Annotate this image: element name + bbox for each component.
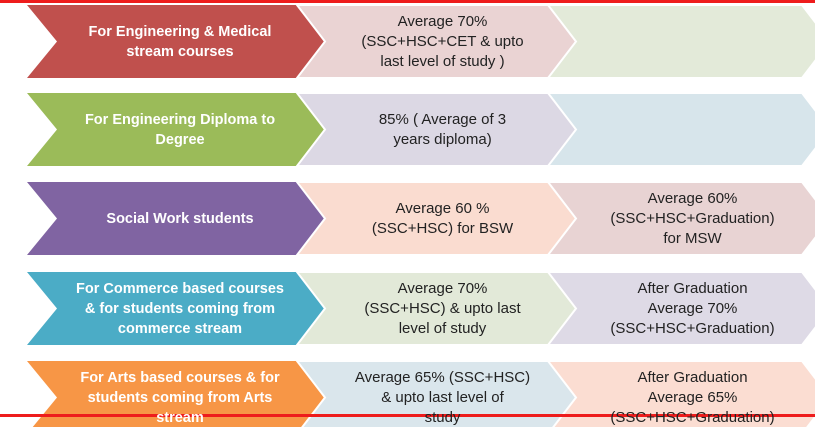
category-chevron-shape xyxy=(27,5,330,78)
postgrad-criteria-chevron-shape xyxy=(545,4,815,79)
top-accent-line xyxy=(0,0,815,3)
category-chevron-label: For Arts based courses & for students co… xyxy=(80,369,280,426)
postgrad-criteria-chevron-shape xyxy=(545,271,815,346)
category-chevron-label: For Engineering Diploma to Degree xyxy=(84,111,276,148)
category-chevron-label: Social Work students xyxy=(106,210,254,227)
postgrad-criteria-chevron-label xyxy=(575,93,810,166)
postgrad-criteria-chevron-shape xyxy=(545,181,815,256)
postgrad-criteria-chevron-label: Average 60% (SSC+HSC+Graduation) for MSW xyxy=(610,189,775,247)
criteria-chevron-label: Average 70% (SSC+HSC) & upto last level … xyxy=(364,279,521,337)
postgrad-criteria-chevron-label xyxy=(575,5,810,78)
criteria-chevron-label: 85% ( Average of 3 years diploma) xyxy=(378,110,507,148)
postgrad-criteria-chevron-shape xyxy=(545,360,815,427)
category-chevron-label: For Engineering & Medical stream courses xyxy=(88,23,272,60)
category-chevron-shape xyxy=(27,182,330,255)
bottom-accent-line xyxy=(0,414,815,417)
category-chevron-label: For Commerce based courses & for student… xyxy=(76,280,284,337)
criteria-chevron-label: Average 60 % (SSC+HSC) for BSW xyxy=(371,199,514,237)
postgrad-criteria-chevron-label: After Graduation Average 65% (SSC+HSC+Gr… xyxy=(610,368,775,426)
criteria-chevron-label: Average 70% (SSC+HSC+CET & upto last lev… xyxy=(361,12,524,70)
postgrad-criteria-chevron-shape xyxy=(545,92,815,167)
category-chevron-shape xyxy=(27,93,330,166)
category-chevron-shape xyxy=(27,272,330,345)
criteria-chevron-label: Average 65% (SSC+HSC) & upto last level … xyxy=(354,368,531,426)
postgrad-criteria-chevron-label: After Graduation Average 70% (SSC+HSC+Gr… xyxy=(610,279,775,337)
category-chevron-shape xyxy=(27,361,330,427)
